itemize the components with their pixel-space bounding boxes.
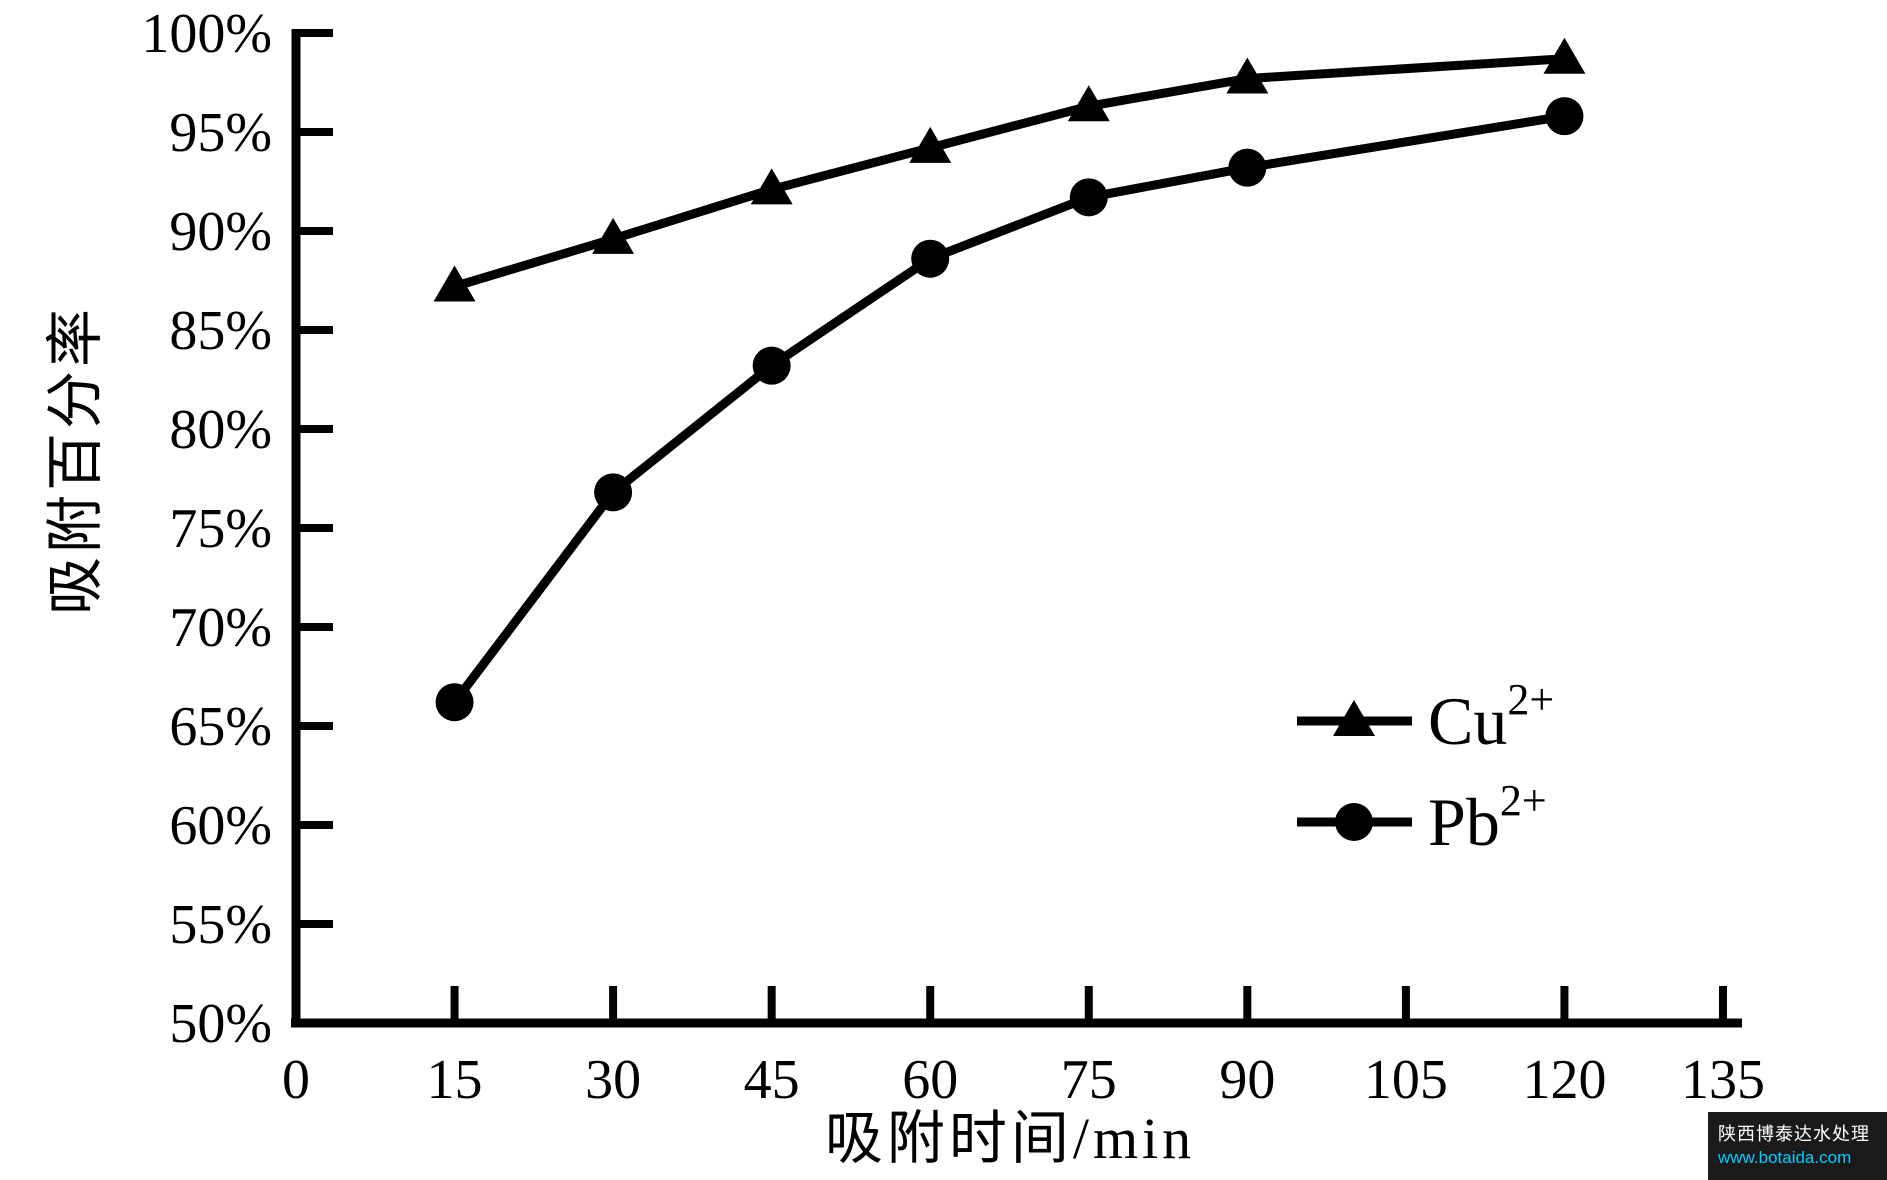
- watermark: 陕西博泰达水处理 www.botaida.com: [1708, 1112, 1887, 1180]
- x-tick-label: 0: [282, 1049, 310, 1111]
- watermark-company: 陕西博泰达水处理: [1718, 1124, 1870, 1145]
- series-layer: [433, 37, 1586, 722]
- x-tick-label: 75: [1061, 1049, 1117, 1111]
- Cu2+-point-120-triangle-marker: [1543, 37, 1586, 74]
- Cu2+-point-15-triangle-marker: [433, 265, 476, 302]
- Cu2+-legend-triangle-marker: [1333, 700, 1375, 736]
- y-tick-label: 80%: [169, 399, 272, 461]
- y-tick-label: 50%: [169, 993, 272, 1055]
- Cu2+-legend-label: Cu2+: [1428, 675, 1554, 759]
- Cu2+-point-30-triangle-marker: [592, 217, 635, 254]
- Pb2+-point-120-circle-marker: [1545, 97, 1584, 136]
- Cu2+-point-60-triangle-marker: [909, 126, 952, 163]
- x-tick-label: 135: [1681, 1049, 1765, 1111]
- Pb2+-point-60-circle-marker: [911, 239, 950, 278]
- x-tick-label: 45: [744, 1049, 800, 1111]
- y-tick-label: 90%: [169, 201, 272, 263]
- x-tick-label: 60: [902, 1049, 958, 1111]
- Cu2+-point-75-triangle-marker: [1067, 85, 1110, 122]
- x-tick-label: 15: [427, 1049, 483, 1111]
- Pb2+-legend-circle-marker: [1335, 803, 1373, 841]
- Cu2+-point-45-triangle-marker: [750, 168, 793, 205]
- axes-layer: 0 15 30 45 60 75 90 105 120 135 50% 55% 60% 65% 70% 75%…: [141, 3, 1765, 1111]
- x-axis-title: 吸附时间/min: [825, 1106, 1195, 1171]
- y-tick-label: 75%: [169, 498, 272, 560]
- y-tick-label: 70%: [169, 597, 272, 659]
- y-tick-label: 100%: [141, 3, 272, 65]
- Pb2+-point-15-circle-marker: [435, 683, 474, 722]
- x-tick-label: 30: [585, 1049, 641, 1111]
- legend-layer: Cu2+ Pb2+: [1297, 675, 1554, 860]
- Pb2+-series-line: [450, 111, 1566, 705]
- x-tick-label: 105: [1364, 1049, 1448, 1111]
- Pb2+-point-75-circle-marker: [1069, 178, 1108, 217]
- y-tick-label: 95%: [169, 102, 272, 164]
- y-tick-label: 55%: [169, 894, 272, 956]
- Cu2+-point-90-triangle-marker: [1226, 57, 1269, 94]
- Pb2+-point-30-circle-marker: [594, 473, 633, 512]
- watermark-url: www.botaida.com: [1718, 1147, 1852, 1167]
- Pb2+-point-45-circle-marker: [752, 346, 791, 385]
- x-tick-label: 120: [1522, 1049, 1606, 1111]
- y-tick-label: 85%: [169, 300, 272, 362]
- x-tick-label: 90: [1219, 1049, 1275, 1111]
- y-axis-title: 吸附百分率: [43, 305, 108, 615]
- Pb2+-point-90-circle-marker: [1228, 148, 1267, 187]
- y-tick-label: 65%: [169, 696, 272, 758]
- y-tick-label: 60%: [169, 795, 272, 857]
- Pb2+-legend-label: Pb2+: [1428, 776, 1547, 860]
